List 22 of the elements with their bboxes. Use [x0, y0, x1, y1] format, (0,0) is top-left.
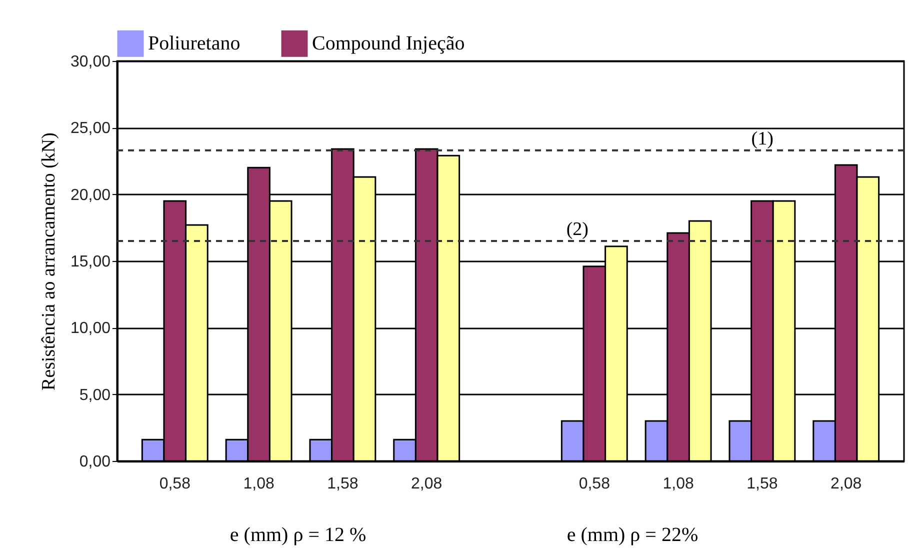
y-tick-label: 5,00	[79, 386, 111, 404]
text: e (mm) ρ = 12 %	[230, 524, 366, 546]
y-tick-label: 0,00	[79, 454, 111, 470]
x-tick-label: 1,58	[746, 476, 778, 492]
legend-label: Compound Injeção	[312, 32, 465, 55]
y-tick-label: 15,00	[70, 254, 111, 270]
x-tick-label: 0,58	[578, 476, 610, 492]
x-tick-label: 2,08	[411, 476, 442, 492]
y-axis-title: Resistência ao arrancamento (kN)	[38, 132, 60, 390]
x-tick-label: 0,58	[159, 476, 191, 492]
x-tick-label: 1,58	[327, 476, 358, 492]
y-tick-label: 20,00	[70, 186, 111, 204]
annotation: (1)	[751, 128, 774, 150]
x-tick-label: 1,08	[662, 476, 694, 492]
text: e (mm) ρ = 22%	[566, 524, 698, 546]
y-tick-label: 25,00	[70, 120, 111, 138]
legend-label: Poliuretano	[148, 32, 240, 55]
y-tick-label: 30,00	[70, 54, 111, 70]
x-tick-label: 2,08	[830, 476, 862, 492]
y-tick-label: 10,00	[70, 320, 111, 338]
x-tick-label: 1,08	[243, 476, 274, 492]
annotation: (2)	[566, 219, 588, 240]
